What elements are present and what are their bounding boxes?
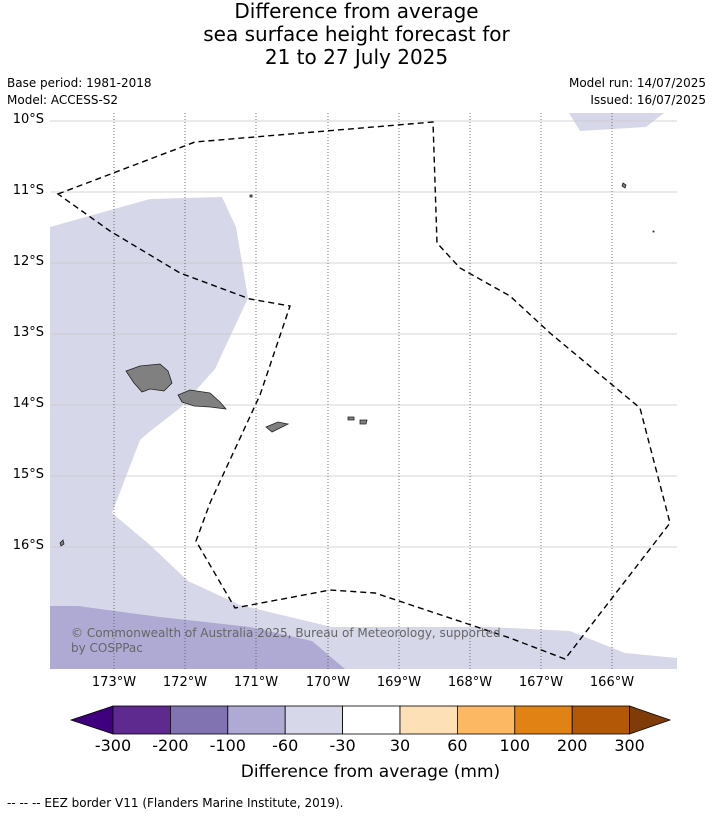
colorbar-tick-1: -200 (152, 736, 189, 755)
islet-east (652, 230, 655, 233)
anomaly-region-northeast (569, 113, 664, 131)
sea-surface-height-map (50, 113, 677, 669)
colorbar-band-30-60 (399, 705, 458, 735)
colorbar-band-minus100-minus60 (227, 705, 286, 735)
colorbar-extend-low (69, 705, 114, 735)
model-run: Model run: 14/07/2025 (568, 76, 706, 90)
copyright-notice: © Commonwealth of Australia 2025, Bureau… (71, 626, 501, 655)
title-line-2: sea surface height forecast for (203, 22, 510, 46)
colorbar-tick-7: 100 (499, 736, 531, 755)
colorbar-tick-9: 300 (614, 736, 645, 755)
colorbar-tick-5: 30 (389, 736, 411, 755)
colorbar-band-minus300-minus200 (112, 705, 171, 735)
colorbar-tick-2: -100 (209, 736, 246, 755)
colorbar-tick-4: -30 (329, 736, 356, 755)
colorbar-extend-high (629, 705, 672, 735)
anomaly-region-southwest (50, 606, 345, 669)
lon-label-168w: 168°W (447, 675, 493, 690)
lon-label-171w: 171°W (233, 675, 279, 690)
anomaly-region-west (50, 197, 677, 669)
colorbar-band-minus200-minus100 (169, 705, 229, 735)
colorbar-tick-3: -60 (272, 736, 299, 755)
lon-label-170w: 170°W (305, 675, 351, 690)
manua-islands (347, 416, 368, 425)
savaii-island (125, 363, 173, 393)
title-line-3: 21 to 27 July 2025 (264, 45, 449, 69)
lon-label-167w: 167°W (518, 675, 564, 690)
islet-tokelau (621, 182, 627, 189)
lat-label-15s: 15°S (12, 467, 44, 482)
eez-legend-note: -- -- -- EEZ border V11 (Flanders Marine… (7, 796, 344, 810)
lon-label-173w: 173°W (91, 675, 137, 690)
lon-label-169w: 169°W (376, 675, 422, 690)
latitude-gridlines (50, 120, 677, 548)
colorbar-title: Difference from average (mm) (240, 762, 501, 782)
islet-wallis (59, 539, 65, 547)
meta-right: Model run: 14/07/2025 Issued: 16/07/2025 (569, 75, 706, 109)
lat-label-11s: 11°S (12, 183, 44, 198)
base-period: Base period: 1981-2018 (7, 76, 152, 90)
lat-label-10s: 10°S (12, 112, 44, 127)
colorbar-tick-8: 200 (556, 736, 588, 755)
map-title: Difference from average sea surface heig… (0, 0, 713, 69)
lat-label-13s: 13°S (12, 325, 44, 340)
colorbar-tick-0: -300 (94, 736, 132, 755)
colorbar-band-minus60-minus30 (284, 705, 344, 735)
colorbar-tick-6: 60 (447, 736, 468, 755)
colorbar-band-minus30-30 (342, 705, 401, 735)
lat-label-14s: 14°S (12, 396, 44, 411)
title-line-1: Difference from average (234, 0, 479, 23)
issued-date: Issued: 16/07/2025 (590, 93, 706, 107)
islet-swains (249, 194, 253, 198)
lon-label-166w: 166°W (589, 675, 635, 690)
eez-border (56, 121, 671, 660)
colorbar-band-60-100 (456, 705, 516, 735)
tutuila-island (265, 421, 290, 433)
meta-left: Base period: 1981-2018 Model: ACCESS-S2 (7, 75, 152, 109)
model-name: Model: ACCESS-S2 (7, 93, 119, 107)
colorbar-band-200-300 (571, 705, 631, 735)
upolu-island (177, 389, 227, 410)
lat-label-16s: 16°S (12, 538, 44, 553)
lat-label-12s: 12°S (12, 254, 44, 269)
colorbar-band-100-200 (514, 705, 573, 735)
lon-label-172w: 172°W (162, 675, 208, 690)
colorbar (69, 705, 672, 735)
